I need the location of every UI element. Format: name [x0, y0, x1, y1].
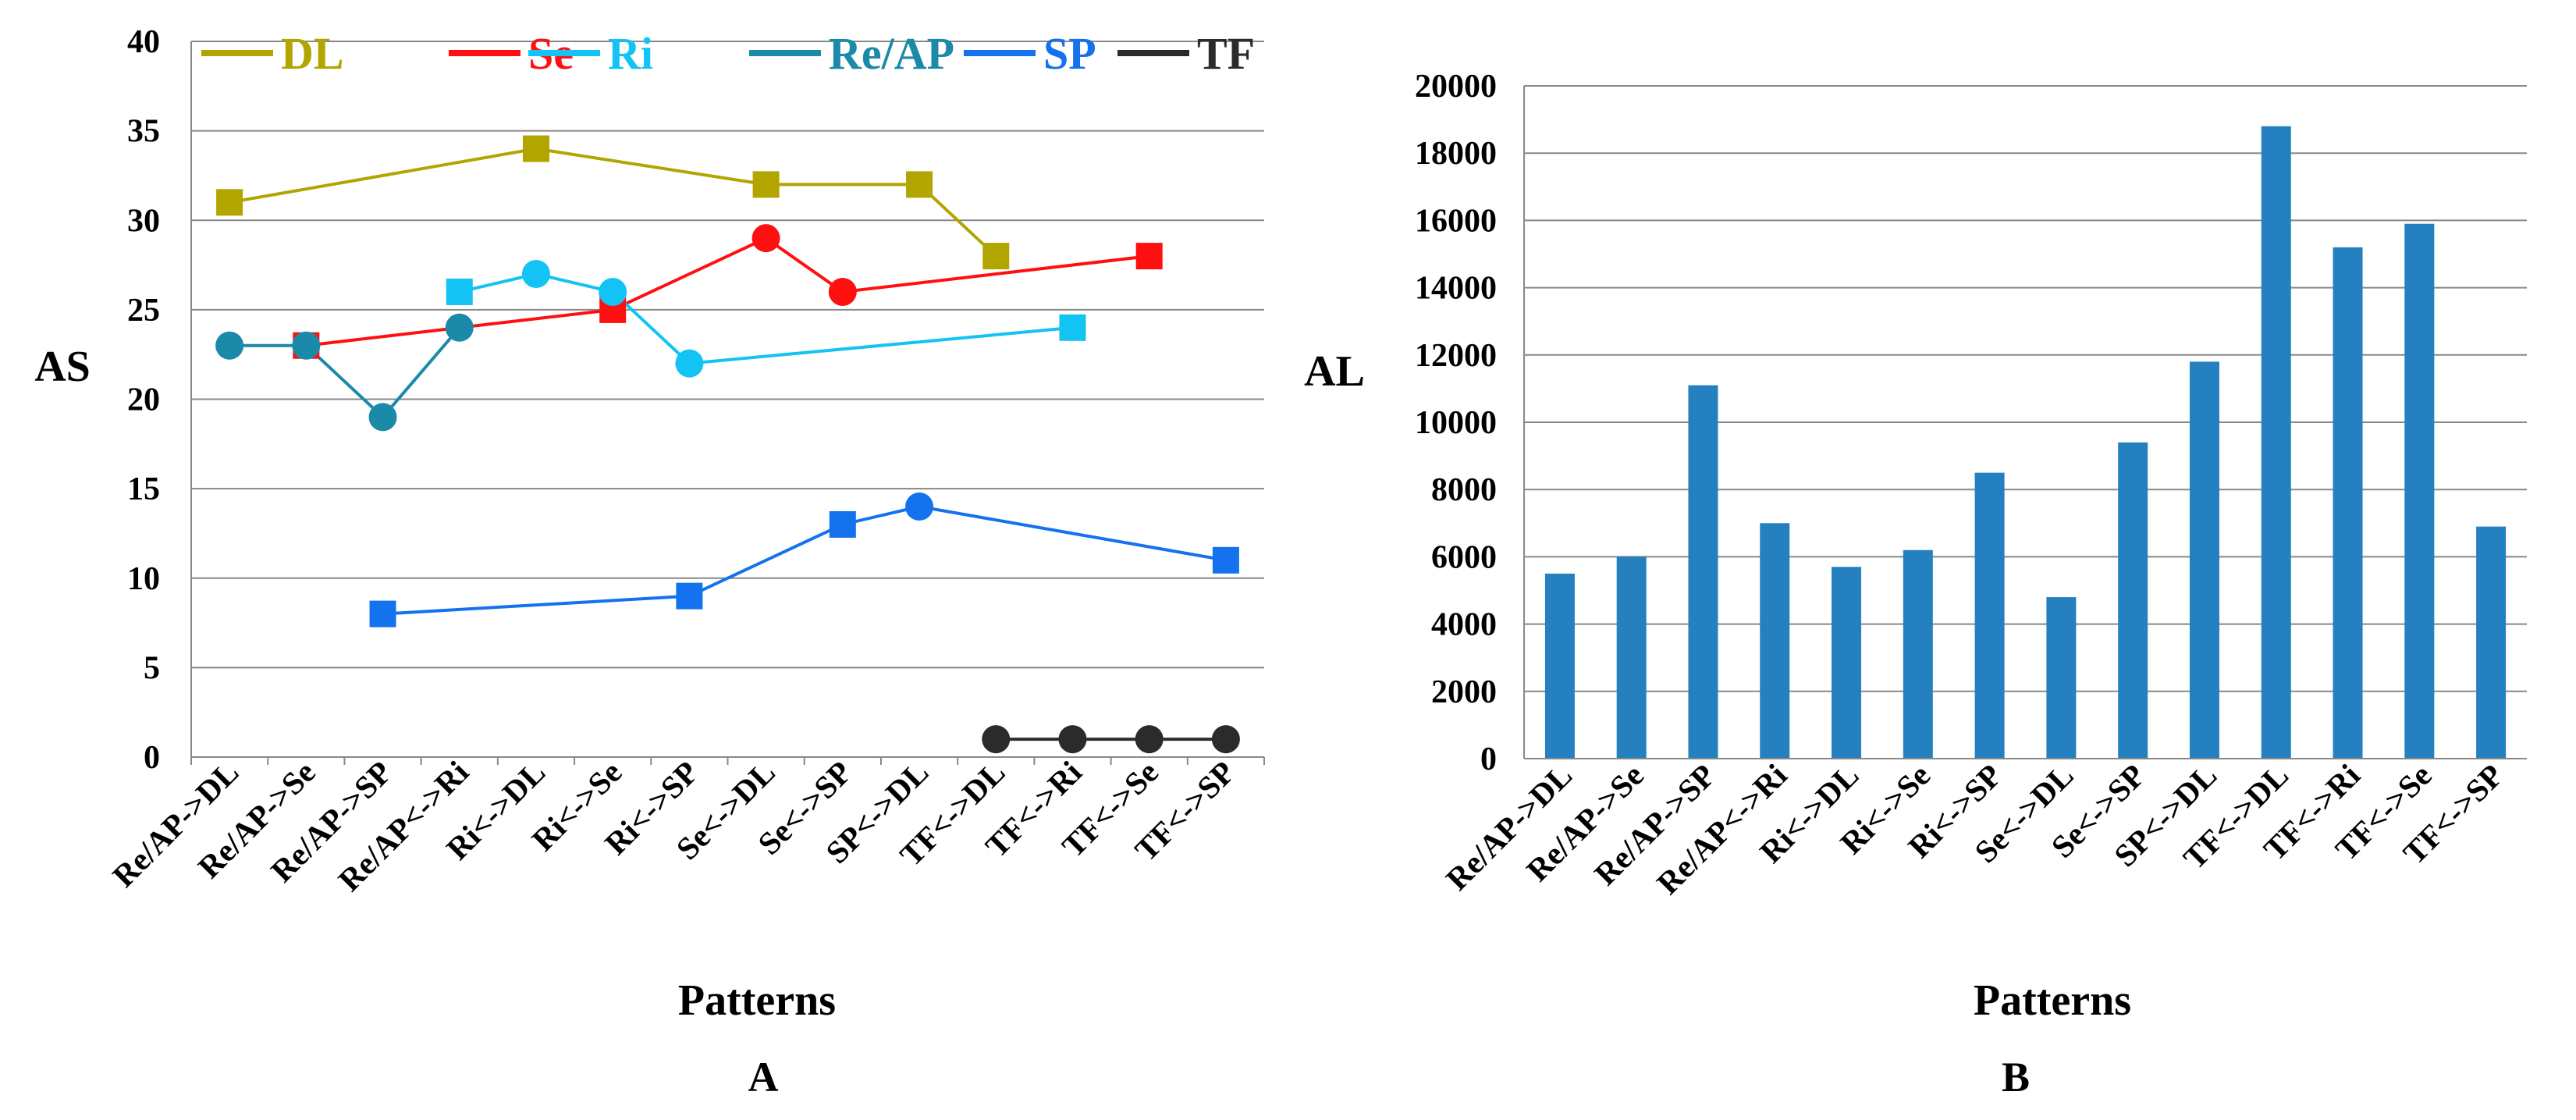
legend-label-sp: SP	[1043, 28, 1096, 79]
chart-b-ylabel: AL	[1304, 347, 1365, 396]
point-se	[828, 277, 857, 306]
point-tf	[1058, 725, 1087, 754]
point-re-ap	[292, 331, 321, 360]
chart-b-ytick-label: 4000	[1431, 607, 1497, 643]
point-dl	[216, 189, 243, 216]
point-ri	[675, 349, 704, 378]
bar-ri-sp	[1974, 472, 2005, 759]
chart-b-ytick-label: 20000	[1415, 69, 1497, 105]
chart-a-legend: DL Se Ri Re/AP SP TF	[201, 28, 1255, 79]
bar-se-dl	[2046, 597, 2077, 759]
chart-b-ytick-label: 6000	[1431, 539, 1497, 575]
chart-a-lines	[229, 147, 1227, 741]
point-tf	[1135, 725, 1164, 754]
chart-b-ytick-label: 12000	[1415, 338, 1497, 374]
chart-a-ytick-label: 30	[127, 203, 160, 239]
chart-b-xlabel: Patterns	[1974, 976, 2131, 1025]
chart-b-ytick-label: 10000	[1415, 405, 1497, 441]
bar-ri-se	[1903, 549, 1933, 759]
point-dl	[752, 171, 780, 198]
chart-b-bars	[1544, 126, 2507, 759]
chart-b-panel-label: B	[2002, 1054, 2030, 1100]
chart-b-gridlines	[1524, 85, 2527, 692]
legend-label-re-ap: Re/AP	[829, 28, 954, 79]
series-line-sp	[382, 505, 1227, 616]
point-dl	[906, 171, 933, 198]
bar-sp-dl	[2189, 361, 2219, 759]
bar-re-ap-dl	[1544, 573, 1575, 759]
chart-a-ytick-label: 5	[144, 650, 160, 686]
chart-b-ytick-label: 8000	[1431, 472, 1497, 508]
chart-a-xlabel: Patterns	[678, 976, 836, 1025]
point-ri	[446, 278, 473, 305]
point-sp	[1212, 546, 1239, 574]
point-re-ap	[368, 403, 397, 432]
chart-b-ytick-label: 16000	[1415, 203, 1497, 239]
chart-b-ytick-label: 18000	[1415, 136, 1497, 172]
bar-tf-dl	[2261, 126, 2291, 759]
bar-se-sp	[2118, 442, 2148, 759]
bar-tf-ri	[2333, 247, 2363, 759]
chart-b: 0 2000 4000 6000 8000 10000 12000 14000 16000 180…	[1304, 69, 2527, 1100]
point-sp	[369, 600, 396, 628]
point-ri	[1059, 314, 1086, 341]
chart-a-ytick-label: 25	[127, 293, 160, 329]
chart-b-ytick-label: 0	[1480, 741, 1497, 777]
bar-tf-se	[2404, 223, 2435, 759]
legend-label-ri: Ri	[608, 28, 653, 79]
point-dl	[982, 243, 1010, 270]
chart-a: 0510152025303540Re/AP->DLRe/AP->SeRe/AP-…	[34, 24, 1265, 1100]
point-re-ap	[445, 313, 474, 342]
series-line-dl	[229, 147, 997, 258]
point-ri	[521, 260, 550, 289]
chart-a-ytick-label: 10	[127, 561, 160, 597]
chart-a-ytick-label: 35	[127, 114, 160, 150]
point-sp	[829, 510, 856, 538]
point-tf	[1211, 725, 1240, 754]
chart-b-ytick-label: 2000	[1431, 674, 1497, 710]
chart-a-markers	[215, 135, 1240, 754]
legend-label-tf: TF	[1197, 28, 1255, 79]
series-line-re-ap	[229, 326, 461, 420]
bar-re-ap-ri	[1760, 523, 1790, 759]
chart-b-ytick-label: 14000	[1415, 271, 1497, 307]
chart-a-ytick-label: 40	[127, 24, 160, 60]
chart-a-ytick-label: 0	[144, 740, 160, 776]
point-sp	[905, 492, 934, 521]
point-ri	[599, 277, 627, 306]
chart-a-axes: 0510152025303540Re/AP->DLRe/AP->SeRe/AP-…	[105, 24, 1265, 898]
chart-a-gridlines	[191, 41, 1264, 669]
series-line-se	[306, 236, 1149, 347]
point-se	[751, 224, 780, 253]
bar-re-ap-sp	[1688, 385, 1718, 759]
chart-a-panel-label: A	[748, 1054, 779, 1100]
chart-a-ytick-label: 15	[127, 471, 160, 507]
bar-ri-dl	[1832, 567, 1862, 759]
bar-re-ap-se	[1616, 556, 1647, 759]
point-re-ap	[215, 331, 244, 360]
point-sp	[676, 582, 703, 610]
series-line-ri	[459, 272, 1073, 365]
point-tf	[982, 725, 1011, 754]
bar-tf-sp	[2476, 526, 2507, 759]
point-dl	[522, 135, 549, 162]
chart-a-ylabel: AS	[34, 343, 91, 391]
chart-a-ytick-label: 20	[127, 382, 160, 418]
point-se	[1135, 243, 1163, 270]
legend-label-dl: DL	[281, 28, 344, 79]
